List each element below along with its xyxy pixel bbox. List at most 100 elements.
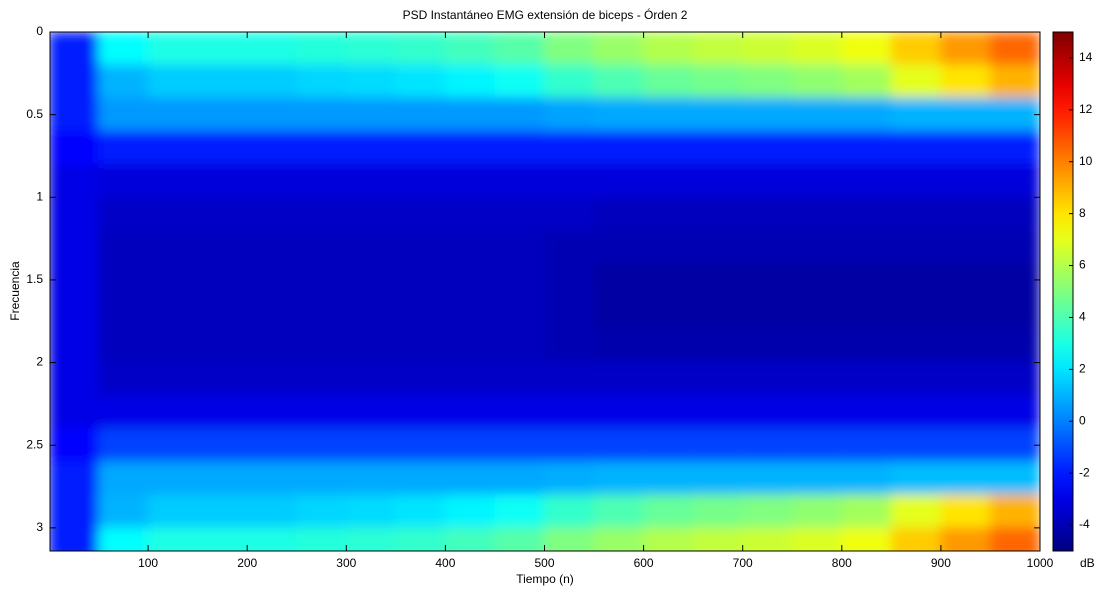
- heatmap-cell: [940, 295, 991, 331]
- heatmap-cell: [197, 97, 248, 132]
- heatmap-cell: [692, 461, 744, 496]
- heatmap-cell: [494, 362, 546, 397]
- heatmap-cell: [643, 64, 694, 99]
- heatmap-cell: [444, 461, 496, 496]
- heatmap-cell: [742, 262, 793, 297]
- heatmap-cell: [890, 527, 942, 551]
- heatmap-cell: [742, 64, 793, 99]
- heatmap-cell: [791, 163, 843, 198]
- heatmap-cell: [940, 262, 991, 297]
- heatmap-cell: [890, 329, 942, 364]
- heatmap-cell: [444, 163, 496, 198]
- heatmap-cell: [246, 64, 298, 99]
- heatmap-cell: [791, 494, 843, 529]
- heatmap-cell: [692, 163, 744, 198]
- heatmap-cell: [643, 196, 694, 231]
- heatmap-cell: [742, 163, 793, 198]
- heatmap-cell: [444, 494, 496, 529]
- heatmap-cell: [345, 295, 397, 331]
- heatmap-cell: [841, 428, 892, 463]
- heatmap-cell: [98, 329, 149, 364]
- heatmap-cell: [296, 130, 347, 165]
- heatmap-cell: [841, 64, 892, 99]
- heatmap-cell: [147, 97, 199, 132]
- heatmap-cell: [147, 32, 199, 66]
- heatmap-cell: [643, 97, 694, 132]
- heatmap-cell: [246, 295, 298, 331]
- heatmap-cell: [791, 527, 843, 551]
- heatmap-cell: [593, 163, 645, 198]
- heatmap-cell: [692, 262, 744, 297]
- heatmap-cell: [544, 329, 595, 364]
- heatmap-cell: [494, 130, 546, 165]
- heatmap-cell: [444, 97, 496, 132]
- heatmap-cell: [147, 295, 199, 331]
- heatmap-cell: [940, 196, 991, 231]
- heatmap-cell: [345, 461, 397, 496]
- heatmap-cell: [395, 163, 446, 198]
- heatmap-cell: [593, 527, 645, 551]
- heatmap-cell: [841, 527, 892, 551]
- heatmap-cell: [246, 97, 298, 132]
- heatmap-cell: [147, 329, 199, 364]
- heatmap-cell: [395, 494, 446, 529]
- heatmap-cell: [494, 262, 546, 297]
- heatmap-cell: [890, 262, 942, 297]
- heatmap-cell: [742, 527, 793, 551]
- heatmap-cell: [890, 32, 942, 66]
- heatmap-cell: [246, 229, 298, 264]
- heatmap-cell: [989, 32, 1040, 66]
- heatmap-cell: [345, 97, 397, 132]
- heatmap-cell: [692, 362, 744, 397]
- y-tick-label: 1: [36, 189, 43, 203]
- heatmap-cell: [50, 163, 100, 198]
- heatmap-cell: [643, 494, 694, 529]
- heatmap-cell: [940, 395, 991, 430]
- heatmap-cell: [940, 64, 991, 99]
- y-tick-label: 2: [36, 355, 43, 369]
- heatmap-cell: [197, 395, 248, 430]
- heatmap-cell: [593, 97, 645, 132]
- heatmap-cell: [692, 494, 744, 529]
- heatmap-cell: [296, 295, 347, 331]
- heatmap-cell: [345, 329, 397, 364]
- heatmap-cell: [147, 163, 199, 198]
- heatmap-cell: [494, 32, 546, 66]
- heatmap-cell: [494, 494, 546, 529]
- heatmap-cell: [98, 163, 149, 198]
- heatmap-cell: [197, 130, 248, 165]
- heatmap-cell: [841, 494, 892, 529]
- heatmap-cell: [643, 329, 694, 364]
- heatmap-cell: [989, 295, 1040, 331]
- heatmap-cell: [395, 130, 446, 165]
- x-tick-label: 100: [138, 556, 158, 570]
- heatmap-cell: [742, 130, 793, 165]
- colorbar-tick-label: 14: [1079, 50, 1093, 64]
- heatmap-cell: [98, 130, 149, 165]
- heatmap-cell: [544, 64, 595, 99]
- heatmap-cell: [544, 362, 595, 397]
- heatmap-cell: [989, 229, 1040, 264]
- heatmap-cell: [98, 395, 149, 430]
- heatmap-cell: [940, 494, 991, 529]
- heatmap-cell: [246, 163, 298, 198]
- heatmap-cell: [296, 262, 347, 297]
- heatmap-cell: [692, 130, 744, 165]
- heatmap-cell: [50, 494, 100, 529]
- colorbar-label: dB: [1080, 556, 1095, 570]
- heatmap-cell: [841, 229, 892, 264]
- heatmap-cell: [147, 395, 199, 430]
- heatmap-cell: [296, 395, 347, 430]
- colorbar-tick-label: 6: [1079, 258, 1086, 272]
- heatmap-cell: [246, 329, 298, 364]
- heatmap-cell: [742, 295, 793, 331]
- heatmap-cell: [544, 32, 595, 66]
- heatmap-cell: [890, 97, 942, 132]
- heatmap-cell: [246, 362, 298, 397]
- heatmap-cell: [197, 64, 248, 99]
- heatmap-cell: [50, 527, 100, 551]
- heatmap-cell: [940, 229, 991, 264]
- heatmap-cell: [147, 527, 199, 551]
- heatmap-cell: [494, 163, 546, 198]
- colorbar-tick-label: 2: [1079, 362, 1086, 376]
